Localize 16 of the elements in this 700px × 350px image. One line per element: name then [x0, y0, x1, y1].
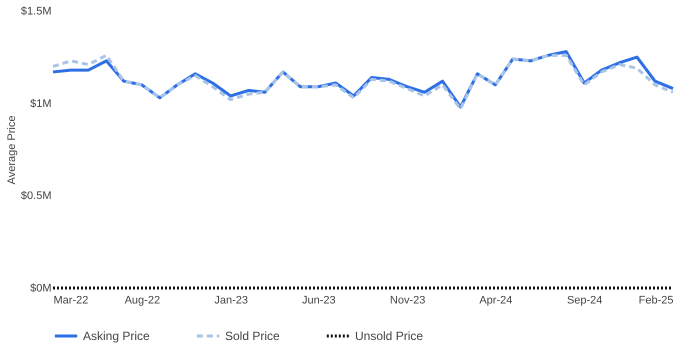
y-tick-label: $0M	[30, 282, 52, 294]
legend-label: Asking Price	[83, 329, 150, 343]
y-tick-label: $0.5M	[20, 190, 52, 202]
x-tick-label: Sep-24	[566, 294, 602, 306]
x-tick-label: Apr-24	[479, 294, 512, 306]
legend-label: Unsold Price	[355, 329, 424, 343]
x-tick-label: Aug-22	[124, 294, 160, 306]
x-tick-label: Jun-23	[302, 294, 336, 306]
x-tick-label: Nov-23	[390, 294, 426, 306]
legend-label: Sold Price	[225, 329, 280, 343]
y-tick-label: $1M	[30, 98, 52, 110]
y-axis-title: Average Price	[6, 116, 18, 184]
y-tick-label: $1.5M	[20, 6, 52, 18]
x-tick-label: Feb-25	[638, 294, 674, 306]
x-tick-label: Mar-22	[54, 294, 88, 306]
x-tick-label: Jan-23	[214, 294, 248, 306]
